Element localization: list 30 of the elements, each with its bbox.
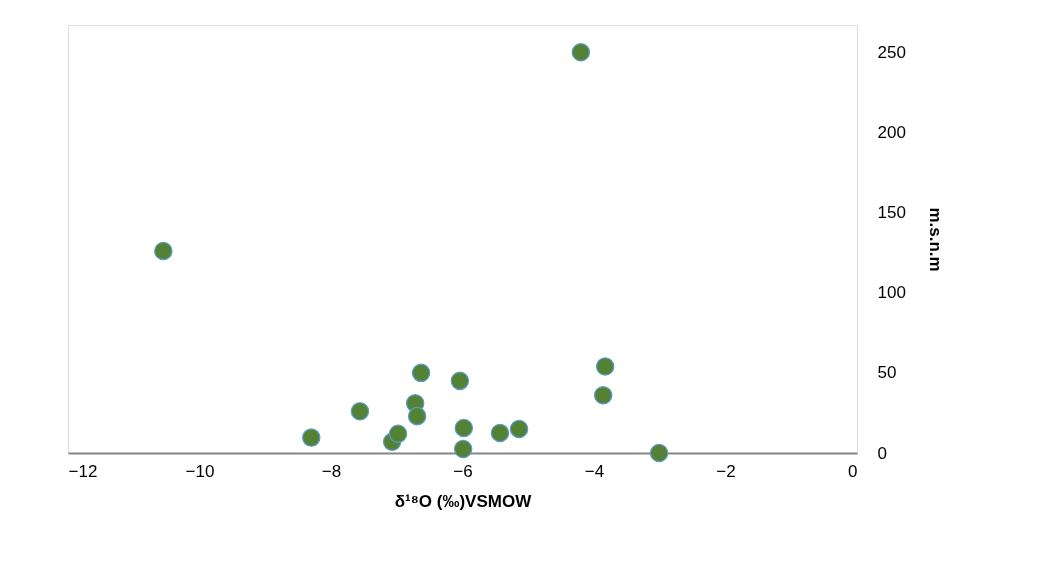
x-tick-label: −12	[68, 461, 98, 481]
y-axis-title: m.s.n.m	[925, 207, 945, 272]
point	[593, 386, 613, 405]
x-tick-label: −4	[584, 461, 605, 481]
y-tick-label: 150	[877, 203, 906, 223]
point	[595, 357, 615, 376]
point	[509, 419, 529, 439]
y-tick-label: 100	[877, 283, 906, 303]
point	[450, 371, 470, 391]
y-tick-label: 50	[877, 363, 897, 383]
point	[453, 439, 473, 459]
point	[154, 241, 173, 261]
point	[407, 406, 427, 426]
point	[571, 43, 591, 62]
y-tick-label: 0	[877, 443, 887, 463]
x-tick-label: −2	[716, 461, 736, 481]
point	[411, 363, 431, 383]
y-tick-label: 200	[877, 122, 906, 142]
y-tick-label: 250	[877, 42, 906, 62]
point	[388, 424, 408, 444]
x-tick-label: −6	[453, 461, 473, 481]
x-axis-title: δ¹⁸O (‰)VSMOW	[394, 491, 533, 511]
point	[302, 428, 321, 447]
point	[490, 423, 510, 443]
point	[350, 402, 370, 421]
x-tick-label: −8	[321, 461, 342, 481]
point	[649, 443, 669, 463]
point	[454, 418, 474, 438]
x-tick-label: 0	[848, 461, 858, 481]
x-tick-label: −10	[185, 461, 215, 481]
